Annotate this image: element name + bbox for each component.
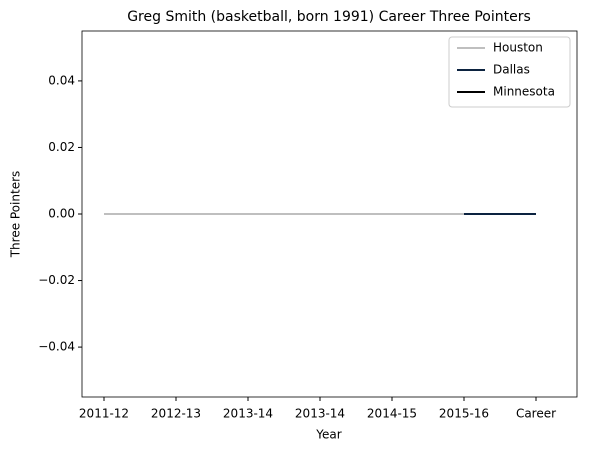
x-tick-label: 2013-14 xyxy=(223,407,273,421)
plot-frame xyxy=(81,30,578,398)
x-tick-label: 2013-14 xyxy=(295,407,345,421)
y-tick-label: 0.02 xyxy=(48,140,75,154)
y-tick-label: 0.00 xyxy=(48,207,75,221)
y-axis-label: Three Pointers xyxy=(9,171,23,259)
legend: Houston Dallas Minnesota xyxy=(448,36,571,108)
x-tick-label: 2014-15 xyxy=(367,407,417,421)
y-tick-label: −0.02 xyxy=(38,273,75,287)
x-tick-label: Career xyxy=(516,407,556,421)
legend-box xyxy=(448,36,571,108)
y-tick-label: −0.04 xyxy=(38,340,75,354)
x-tick-label: 2011-12 xyxy=(79,407,129,421)
x-tick-label: 2015-16 xyxy=(439,407,489,421)
legend-label: Houston xyxy=(493,41,543,55)
chart-title: Greg Smith (basketball, born 1991) Caree… xyxy=(127,9,531,25)
x-tick-label: 2012-13 xyxy=(151,407,201,421)
y-tick-label: 0.04 xyxy=(48,73,75,87)
legend-label: Minnesota xyxy=(493,85,555,99)
legend-label: Dallas xyxy=(493,63,530,77)
x-axis-label: Year xyxy=(315,428,341,442)
